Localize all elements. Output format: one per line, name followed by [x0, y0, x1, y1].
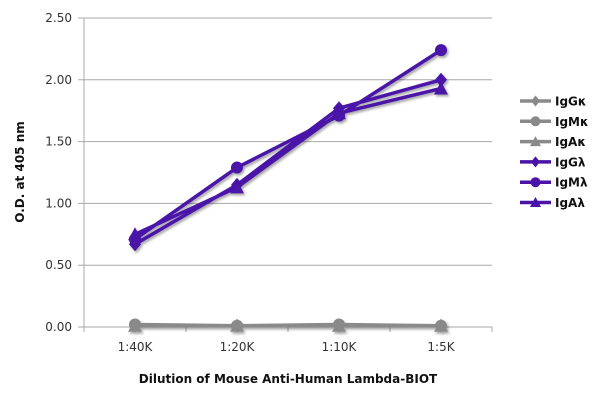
x-tick-label: 1:5K: [427, 340, 455, 354]
triangle-marker-icon: [128, 318, 142, 332]
y-tick-label: 1.50: [45, 135, 72, 149]
circle-legend-icon: [530, 116, 541, 127]
legend-label: IgMκ: [555, 115, 589, 129]
x-tick-label: 1:40K: [118, 340, 154, 354]
legend-item: IgAλ: [520, 196, 585, 210]
triangle-legend-icon: [530, 197, 541, 207]
x-tick-label: 1:20K: [220, 340, 256, 354]
triangle-marker-icon: [434, 81, 448, 95]
y-tick-label: 0.50: [45, 258, 72, 272]
legend-item: IgGκ: [520, 95, 586, 109]
legend-item: IgMκ: [520, 115, 589, 129]
series-group: [128, 44, 448, 333]
legend-label: IgMλ: [555, 176, 588, 190]
y-axis: 0.00 0.50 1.00 1.50 2.00 2.50: [45, 11, 85, 334]
circle-marker-icon: [435, 44, 447, 57]
gridlines: [78, 17, 492, 328]
x-tick-label: 1:10K: [322, 340, 358, 354]
triangle-marker-icon: [332, 106, 346, 120]
y-tick-label: 0.00: [45, 320, 72, 334]
series-IgAλ: [128, 81, 448, 241]
triangle-marker-icon: [230, 180, 244, 194]
legend-item: IgMλ: [520, 176, 588, 190]
triangle-marker-icon: [128, 227, 142, 241]
circle-legend-icon: [530, 177, 541, 188]
legend-label: IgAκ: [555, 135, 586, 149]
triangle-marker-icon: [332, 318, 346, 332]
diamond-legend-icon: [531, 95, 540, 107]
y-tick-label: 2.50: [45, 11, 72, 25]
legend-item: IgAκ: [520, 135, 586, 149]
x-axis: 1:40K 1:20K 1:10K 1:5K: [83, 327, 493, 354]
series-IgAκ: [128, 318, 448, 332]
circle-marker-icon: [231, 161, 243, 174]
legend-label: IgAλ: [555, 196, 585, 210]
legend-label: IgGκ: [555, 95, 586, 109]
legend-label: IgGλ: [555, 155, 586, 169]
triangle-marker-icon: [230, 318, 244, 332]
diamond-marker-icon: [435, 72, 447, 87]
legend: IgGκ IgMκ IgAκ IgGλ IgMλ IgAλ: [520, 95, 589, 210]
y-tick-label: 1.00: [45, 196, 72, 210]
y-tick-label: 2.00: [45, 73, 72, 87]
triangle-legend-icon: [530, 136, 541, 147]
diamond-legend-icon: [531, 156, 540, 168]
series-line: [133, 48, 442, 241]
y-axis-title: O.D. at 405 nm: [13, 121, 27, 222]
x-axis-title: Dilution of Mouse Anti-Human Lambda-BIOT: [139, 372, 438, 386]
series-line: [134, 78, 442, 246]
series-line: [134, 86, 442, 236]
legend-item: IgGλ: [520, 155, 586, 169]
triangle-marker-icon: [434, 318, 448, 332]
